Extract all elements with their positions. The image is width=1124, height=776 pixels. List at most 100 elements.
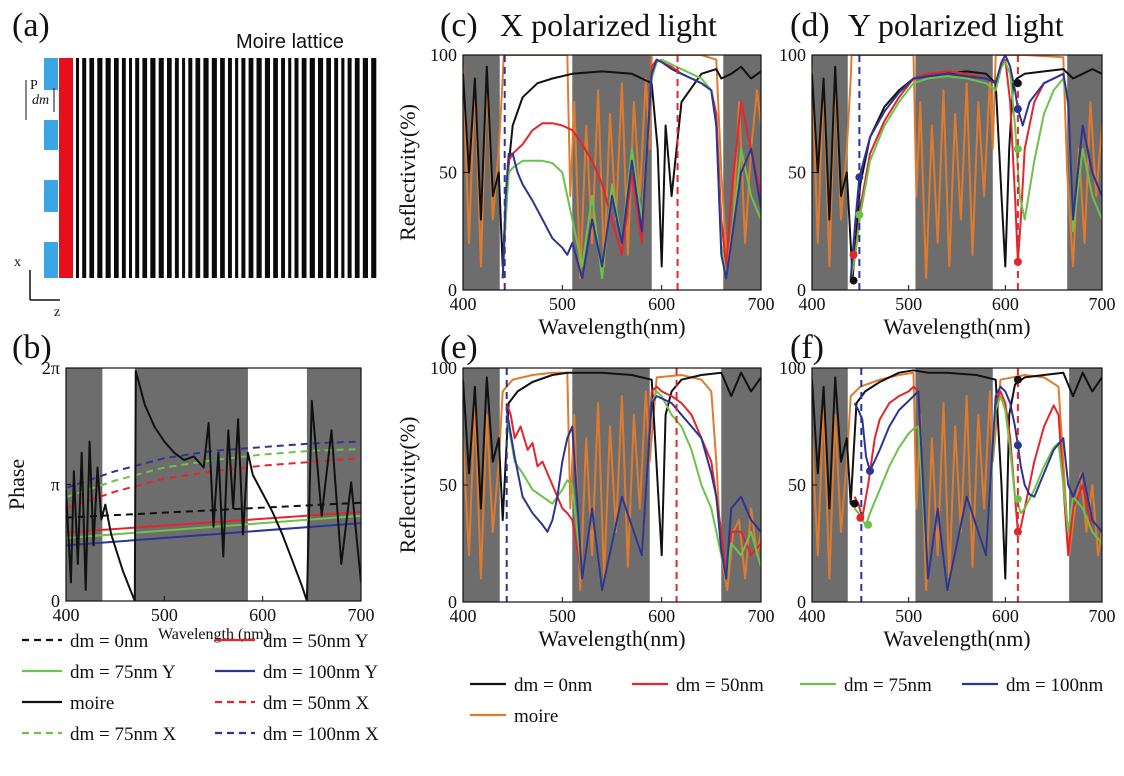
axis-x-label: x bbox=[14, 255, 21, 270]
lattice-stripe bbox=[362, 58, 368, 278]
lattice-stripe bbox=[256, 58, 262, 278]
y-tick-label: 50 bbox=[788, 475, 806, 495]
lattice-stripe bbox=[114, 58, 119, 278]
x-tick-label: 500 bbox=[895, 606, 922, 626]
x-tick-label: 400 bbox=[450, 606, 477, 626]
panel-d-letter: (d) bbox=[790, 7, 830, 44]
x-axis-label: Wavelength(nm) bbox=[883, 314, 1030, 339]
lattice-stripe bbox=[371, 58, 377, 278]
legend-label: dm = 100nm Y bbox=[263, 662, 378, 683]
series-line bbox=[812, 369, 1102, 580]
series-line bbox=[501, 58, 761, 280]
legend-label: moire bbox=[70, 693, 114, 714]
legend-label: dm = 0nm bbox=[70, 631, 148, 652]
lattice-stripe bbox=[150, 58, 156, 278]
chart-d: 400 500 600 700 0 50 100 Wavelength(nm) bbox=[779, 45, 1116, 339]
series-line bbox=[849, 55, 1102, 279]
y-tick-label: π bbox=[51, 475, 60, 495]
lattice-stripe bbox=[341, 58, 345, 278]
x-tick-label: 400 bbox=[450, 294, 477, 314]
lattice-stripe bbox=[203, 58, 209, 278]
panel-d-title: Y polarized light bbox=[848, 7, 1064, 43]
y-tick-label: 100 bbox=[430, 45, 457, 65]
data-marker bbox=[1013, 145, 1022, 153]
y-tick-label: 0 bbox=[448, 592, 457, 612]
data-marker bbox=[1013, 79, 1022, 88]
lattice-stripe bbox=[294, 58, 299, 278]
lattice-stripe bbox=[167, 58, 172, 278]
lattice-stripe bbox=[97, 58, 103, 278]
x-tick-label: 600 bbox=[648, 294, 675, 314]
shaded-band bbox=[134, 368, 248, 601]
legend-label: dm = 0nm bbox=[514, 675, 592, 696]
data-marker bbox=[866, 466, 874, 475]
panel-b-letter: (b) bbox=[12, 329, 52, 366]
x-tick-label: 500 bbox=[895, 294, 922, 314]
x-axis-label: Wavelength(nm) bbox=[538, 314, 685, 339]
legend-label: dm = 75nm X bbox=[70, 724, 177, 745]
lattice-stripe bbox=[158, 58, 164, 278]
lattice-stripe bbox=[273, 58, 278, 278]
lattice-stripe bbox=[220, 58, 225, 278]
data-marker bbox=[1013, 257, 1022, 266]
y-tick-label: 100 bbox=[779, 45, 806, 65]
x-tick-label: 700 bbox=[348, 605, 375, 625]
x-tick-label: 600 bbox=[992, 294, 1019, 314]
series-line bbox=[66, 522, 361, 547]
panel-a: (a) Moire lattice P dm x z bbox=[12, 7, 377, 320]
y-tick-label: 100 bbox=[779, 358, 806, 378]
lattice-stripe bbox=[105, 58, 111, 278]
y-tick-label: 50 bbox=[439, 163, 457, 183]
lattice-stripe bbox=[318, 58, 324, 278]
dm-label: dm bbox=[32, 93, 49, 108]
lattice-stripe bbox=[228, 58, 232, 278]
y-tick-label: 100 bbox=[430, 358, 457, 378]
axis-z-label: z bbox=[54, 305, 60, 320]
legend-cf: dm = 0nm dm = 50nm dm = 75nm dm = 100nm moir… bbox=[470, 675, 1103, 727]
x-axis-label: Wavelength(nm) bbox=[538, 626, 685, 651]
x-axis-label: Wavelength(nm) bbox=[883, 626, 1030, 651]
lattice-stripe bbox=[264, 58, 270, 278]
x-tick-label: 500 bbox=[151, 605, 178, 625]
panel-a-letter: (a) bbox=[12, 7, 50, 44]
series-line bbox=[853, 395, 1102, 592]
data-marker bbox=[1013, 495, 1022, 504]
lattice-stripe bbox=[281, 58, 285, 278]
lattice-stripe bbox=[347, 58, 352, 278]
x-tick-label: 600 bbox=[648, 606, 675, 626]
chart-e: 400 500 600 700 0 50 100 Wavelength(nm) Reflecti… bbox=[395, 358, 775, 651]
series-line bbox=[463, 371, 761, 557]
lattice-stripe bbox=[211, 58, 217, 278]
y-axis-label: Phase bbox=[4, 459, 29, 510]
red-layer bbox=[59, 58, 73, 278]
lattice-stripe bbox=[288, 58, 292, 278]
lattice-stripe bbox=[195, 58, 201, 278]
x-tick-label: 700 bbox=[748, 294, 775, 314]
chart-f: 400 500 600 700 0 50 100 Wavelength(nm) bbox=[779, 358, 1116, 651]
data-marker bbox=[850, 499, 859, 508]
shaded-band bbox=[915, 368, 993, 602]
lattice-stripe bbox=[188, 58, 193, 278]
x-tick-label: 400 bbox=[53, 605, 80, 625]
chart-b: 400 500 600 700 0 π 2π Wavelength (nm) Phase bbox=[4, 358, 375, 643]
data-marker bbox=[849, 250, 858, 259]
x-axis-label: Wavelength (nm) bbox=[158, 626, 269, 643]
lattice-diagram bbox=[44, 58, 377, 278]
data-marker bbox=[1013, 375, 1022, 384]
x-tick-label: 400 bbox=[799, 606, 826, 626]
data-marker bbox=[1013, 441, 1022, 450]
lattice-stripe bbox=[354, 58, 360, 278]
legend-b: dm = 0nm dm = 50nm Y dm = 75nm Y dm = 100nm… bbox=[22, 631, 379, 745]
series-line bbox=[66, 370, 361, 601]
lattice-stripe bbox=[129, 58, 132, 278]
substrate-pad bbox=[44, 120, 58, 150]
y-axis-label: Reflectivity(%) bbox=[395, 417, 420, 554]
x-tick-label: 700 bbox=[1089, 294, 1116, 314]
series-line bbox=[463, 55, 761, 280]
lattice-stripe bbox=[301, 58, 307, 278]
chart-c: 400 500 600 700 0 50 100 Wavelength(nm) Reflecti… bbox=[395, 45, 775, 339]
x-tick-label: 600 bbox=[249, 605, 276, 625]
shaded-band bbox=[306, 368, 361, 601]
series-line bbox=[66, 448, 361, 499]
